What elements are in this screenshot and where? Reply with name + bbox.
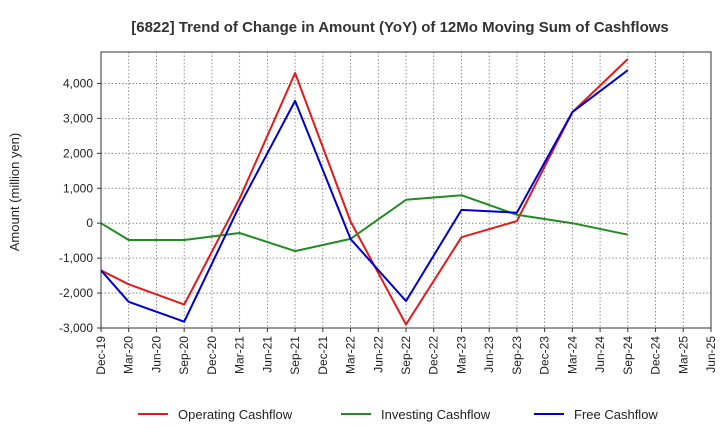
- x-tick-label: Dec-21: [316, 336, 330, 375]
- y-tick-label: 0: [86, 216, 93, 230]
- x-tick-label: Jun-22: [371, 336, 385, 373]
- series-line-operating-cashflow: [100, 58, 629, 326]
- y-tick-label: -1,000: [59, 251, 93, 265]
- x-tick-label: Mar-20: [122, 336, 136, 374]
- y-tick-label: 2,000: [63, 146, 93, 160]
- y-tick-label: 1,000: [63, 181, 93, 195]
- legend-label-investing-cashflow: Investing Cashflow: [381, 407, 491, 422]
- y-tick-label: 3,000: [63, 111, 93, 125]
- x-tick-label: Sep-22: [399, 336, 413, 375]
- y-axis-ticks: -3,000 -2,000 -1,000 0 1,000 2,000 3,000 4,000: [59, 76, 101, 335]
- x-tick-label: Jun-21: [260, 336, 274, 373]
- x-tick-label: Dec-20: [205, 336, 219, 375]
- series-line-free-cashflow: [100, 69, 629, 323]
- x-tick-label: Mar-24: [565, 336, 579, 374]
- x-tick-label: Dec-24: [649, 336, 663, 375]
- x-tick-label: Jun-20: [149, 336, 163, 373]
- x-tick-label: Jun-23: [482, 336, 496, 373]
- x-tick-label: Mar-25: [676, 336, 690, 374]
- grid: [100, 52, 712, 329]
- x-tick-label: Dec-19: [94, 336, 108, 375]
- y-tick-label: -3,000: [59, 321, 93, 335]
- x-tick-label: Mar-22: [344, 336, 358, 374]
- x-tick-label: Sep-20: [177, 336, 191, 375]
- x-tick-label: Mar-23: [454, 336, 468, 374]
- legend-label-operating-cashflow: Operating Cashflow: [178, 407, 293, 422]
- series-lines: [100, 58, 629, 326]
- x-tick-label: Sep-24: [621, 336, 635, 375]
- x-tick-label: Sep-23: [510, 336, 524, 375]
- legend-label-free-cashflow: Free Cashflow: [574, 407, 658, 422]
- x-tick-label: Mar-21: [233, 336, 247, 374]
- x-tick-label: Jun-25: [704, 336, 718, 373]
- chart-title: [6822] Trend of Change in Amount (YoY) o…: [131, 19, 669, 36]
- x-axis-ticks: Dec-19 Mar-20 Jun-20 Sep-20 Dec-20 Mar-21 Jun-…: [94, 328, 718, 375]
- legend: Operating Cashflow Investing Cashflow Free…: [138, 407, 658, 422]
- x-tick-label: Dec-23: [538, 336, 552, 375]
- x-tick-label: Sep-21: [288, 336, 302, 375]
- x-tick-label: Dec-22: [427, 336, 441, 375]
- y-axis-label: Amount (million yen): [7, 133, 22, 252]
- x-tick-label: Jun-24: [593, 336, 607, 373]
- y-tick-label: 4,000: [63, 76, 93, 90]
- y-tick-label: -2,000: [59, 286, 93, 300]
